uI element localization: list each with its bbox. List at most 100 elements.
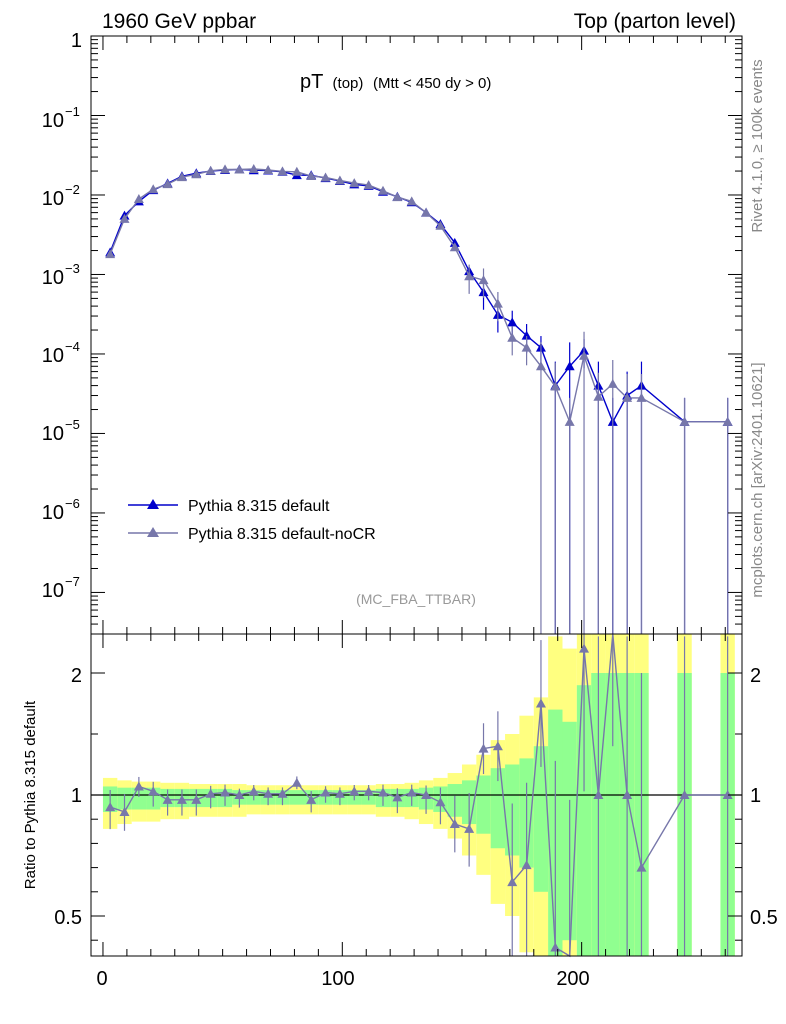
ratio-ytick-2-right: 2 <box>750 665 761 687</box>
legend-marker-nocr <box>147 527 159 537</box>
point-s1-14 <box>306 171 317 181</box>
ratio-point-37 <box>636 862 647 872</box>
ratio-point-38 <box>679 790 690 799</box>
point-s1-27 <box>492 298 503 308</box>
ratio-point-29 <box>521 860 532 870</box>
ratio-point-14 <box>306 794 317 804</box>
ytick-label-2-exp: −2 <box>65 182 80 197</box>
point-s1-20 <box>392 192 403 202</box>
ratio-point-11 <box>263 788 274 798</box>
ratio-point-7 <box>205 788 216 798</box>
ytick-label-6: 10 −6 <box>42 496 80 524</box>
ytick-label-6-exp: −6 <box>65 496 80 511</box>
ratio-point-21 <box>406 787 417 797</box>
point-s1-30 <box>535 361 546 371</box>
point-s1-3 <box>148 184 159 194</box>
point-s1-5 <box>176 172 187 182</box>
point-s1-12 <box>277 166 288 176</box>
point-s1-1 <box>119 213 130 223</box>
header-left: 1960 GeV ppbar <box>102 10 256 33</box>
xtick-label-200: 200 <box>556 968 589 990</box>
point-s1-0 <box>105 249 116 259</box>
point-s1-22 <box>421 207 432 217</box>
band-inner-33 <box>576 685 592 956</box>
ytick-label-1: 10 −1 <box>42 104 80 132</box>
plot-title-main: pT <box>300 71 323 93</box>
point-s0-29 <box>521 330 532 340</box>
ratio-panel: 2 1 0.5 2 1 0.5 Ratio to Pythia 8.315 de… <box>22 633 778 990</box>
plot-title-cond: (Mtt < 450 dy > 0) <box>373 75 491 92</box>
ratio-point-24 <box>449 819 460 829</box>
ytick-label-7: 10 −7 <box>42 574 80 602</box>
ytick-label-2-base: 10 <box>42 188 64 210</box>
rivet-label: Rivet 4.1.0, ≥ 100k events <box>749 59 766 232</box>
ratio-point-30 <box>535 698 546 708</box>
ytick-label-1-exp: −1 <box>65 104 80 119</box>
ratio-point-20 <box>392 792 403 802</box>
point-s0-32 <box>564 361 575 371</box>
point-s1-9 <box>234 164 245 174</box>
point-s1-26 <box>478 275 489 285</box>
point-s1-36 <box>622 392 633 402</box>
band-inner-35 <box>605 673 620 956</box>
ratio-point-39 <box>722 790 733 799</box>
point-s1-28 <box>507 332 518 342</box>
ratio-point-15 <box>320 787 331 797</box>
ratio-ytick-2-left: 2 <box>71 665 82 687</box>
ratio-ytick-1-right: 1 <box>750 785 761 807</box>
point-s1-4 <box>162 179 173 189</box>
legend-label-default: Pythia 8.315 default <box>188 498 330 515</box>
ytick-label-3: 10 −3 <box>42 261 80 289</box>
legend: Pythia 8.315 default Pythia 8.315 defaul… <box>128 498 376 543</box>
ytick-label-4-exp: −4 <box>65 339 80 354</box>
ratio-point-33 <box>579 643 590 653</box>
mcplots-label: mcplots.cern.ch [arXiv:2401.10621] <box>749 362 766 597</box>
ytick-label-4: 10 −4 <box>42 339 80 367</box>
ratio-point-8 <box>220 787 231 797</box>
ratio-point-12 <box>277 788 288 798</box>
ytick-label-7-base: 10 <box>42 580 64 602</box>
main-ytick-labels: 1 10 −1 10 −2 10 −3 10 −4 10 −5 10 <box>42 30 82 602</box>
xtick-label-0: 0 <box>96 968 107 990</box>
ratio-ytick-05-left: 0.5 <box>54 907 82 929</box>
ytick-label-5-base: 10 <box>42 423 64 445</box>
ratio-point-9 <box>234 790 245 799</box>
point-s1-7 <box>205 165 216 175</box>
main-panel: pT (top) (Mtt < 450 dy > 0) (MC_FBA_TTBA… <box>42 30 743 635</box>
point-s1-13 <box>291 166 302 176</box>
point-s1-16 <box>334 175 345 185</box>
band-inner-27 <box>490 768 506 849</box>
legend-marker-default <box>147 499 159 509</box>
ratio-point-17 <box>349 786 360 796</box>
point-s1-33 <box>579 350 590 360</box>
ratio-point-18 <box>363 786 374 796</box>
ratio-point-19 <box>377 787 388 797</box>
point-s1-23 <box>435 220 446 230</box>
ratio-series-line <box>109 633 728 958</box>
point-s1-34 <box>593 391 604 401</box>
legend-label-nocr: Pythia 8.315 default-noCR <box>188 526 376 543</box>
ratio-point-0 <box>105 802 116 812</box>
header-right: Top (parton level) <box>574 10 736 33</box>
band-inner-13 <box>289 790 305 805</box>
ratio-point-2 <box>133 781 144 791</box>
ratio-point-4 <box>162 794 173 804</box>
main-frame <box>90 35 743 635</box>
point-s1-31 <box>550 381 561 391</box>
ytick-label-5: 10 −5 <box>42 417 80 445</box>
ytick-label-2: 10 −2 <box>42 182 80 210</box>
point-s1-29 <box>521 342 532 352</box>
ratio-ylabel: Ratio to Pythia 8.315 default <box>22 700 39 889</box>
band-inner-30 <box>533 746 549 892</box>
ytick-label-1-base: 10 <box>42 110 64 132</box>
ytick-label-3-base: 10 <box>42 267 64 289</box>
ratio-ytick-05-right: 0.5 <box>750 907 778 929</box>
ratio-point-5 <box>176 794 187 804</box>
ratio-axis-ticks <box>91 634 742 956</box>
xtick-label-100: 100 <box>321 968 354 990</box>
band-inner-26 <box>476 775 491 834</box>
ratio-point-34 <box>593 790 604 799</box>
ratio-point-28 <box>507 877 518 887</box>
main-axis-ticks <box>91 35 742 635</box>
